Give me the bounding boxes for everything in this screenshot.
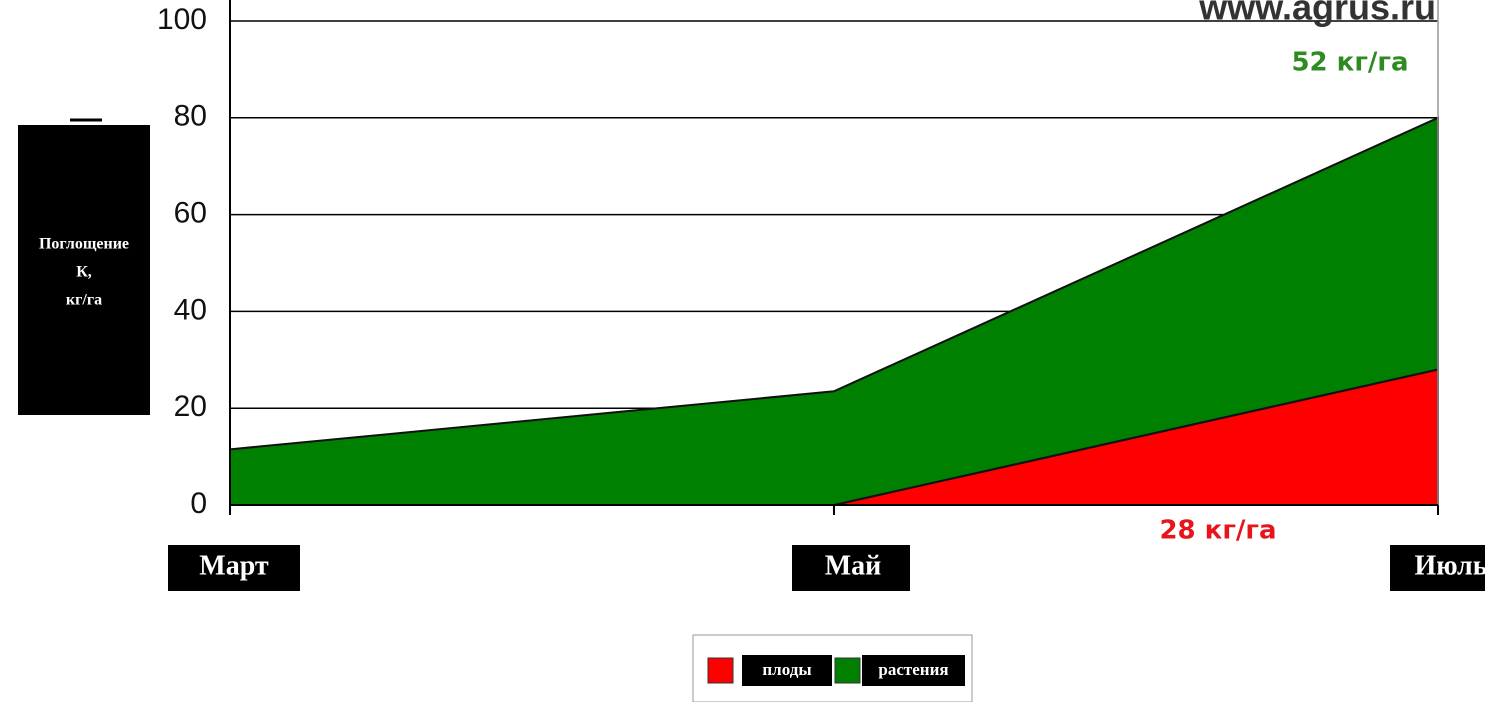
x-label-box — [1390, 545, 1485, 591]
value-label: 52 кг/га — [1291, 48, 1408, 78]
x-label-box — [168, 545, 300, 591]
y-axis-label: К, — [76, 264, 92, 281]
legend-swatch — [707, 657, 734, 684]
y-tick-label: 20 — [174, 390, 207, 423]
y-tick-label: 60 — [174, 197, 207, 230]
y-axis-label: кг/га — [66, 292, 102, 309]
legend-swatch — [834, 657, 861, 684]
legend-label-box — [862, 655, 965, 686]
y-axis-label: Поглощение — [39, 236, 129, 253]
watermark: www.agrus.ru — [1198, 0, 1436, 28]
y-tick-label: 80 — [174, 100, 207, 133]
x-tick-label: Март — [199, 550, 269, 581]
y-tick-label: 0 — [190, 487, 207, 520]
legend-label: плоды — [762, 660, 811, 679]
y-tick-label: 100 — [157, 3, 207, 36]
y-tick-label: 40 — [174, 293, 207, 326]
x-tick-label: Июль — [1415, 550, 1485, 581]
value-label: 28 кг/га — [1159, 516, 1276, 546]
legend-label: растения — [878, 660, 948, 679]
y-label-box — [18, 125, 150, 415]
legend-label-box — [742, 655, 832, 686]
x-label-box — [792, 545, 910, 591]
x-tick-label: Май — [825, 550, 882, 581]
